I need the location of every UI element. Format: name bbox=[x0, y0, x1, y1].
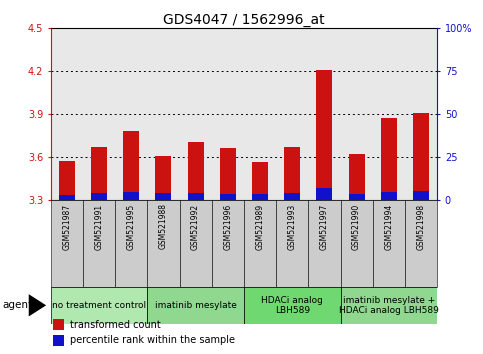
Bar bbox=[252, 194, 268, 200]
Bar bbox=[413, 113, 429, 200]
Bar bbox=[156, 156, 171, 200]
Text: HDACi analog
LBH589: HDACi analog LBH589 bbox=[261, 296, 323, 315]
Title: GDS4047 / 1562996_at: GDS4047 / 1562996_at bbox=[163, 13, 325, 27]
FancyBboxPatch shape bbox=[83, 200, 115, 287]
Bar bbox=[252, 162, 268, 200]
FancyBboxPatch shape bbox=[244, 287, 341, 324]
FancyBboxPatch shape bbox=[147, 287, 244, 324]
Text: GSM521996: GSM521996 bbox=[223, 204, 232, 250]
Bar bbox=[284, 147, 300, 200]
Bar bbox=[413, 191, 429, 200]
Bar bbox=[53, 335, 64, 346]
FancyBboxPatch shape bbox=[115, 200, 147, 287]
Text: GSM521994: GSM521994 bbox=[384, 204, 393, 250]
Text: GSM521997: GSM521997 bbox=[320, 204, 329, 250]
FancyBboxPatch shape bbox=[147, 200, 180, 287]
Text: transformed count: transformed count bbox=[70, 320, 161, 330]
FancyBboxPatch shape bbox=[308, 200, 341, 287]
Bar bbox=[59, 195, 75, 200]
Text: GSM521987: GSM521987 bbox=[62, 204, 71, 250]
Bar bbox=[220, 194, 236, 200]
Bar bbox=[91, 147, 107, 200]
Text: GSM521988: GSM521988 bbox=[159, 204, 168, 250]
FancyBboxPatch shape bbox=[51, 287, 147, 324]
FancyBboxPatch shape bbox=[51, 200, 83, 287]
FancyBboxPatch shape bbox=[212, 200, 244, 287]
Text: GSM521990: GSM521990 bbox=[352, 204, 361, 250]
Bar bbox=[59, 161, 75, 200]
Text: imatinib mesylate: imatinib mesylate bbox=[155, 301, 237, 310]
FancyBboxPatch shape bbox=[276, 200, 308, 287]
Text: no treatment control: no treatment control bbox=[52, 301, 146, 310]
Bar bbox=[156, 193, 171, 200]
FancyBboxPatch shape bbox=[244, 200, 276, 287]
Bar bbox=[349, 194, 365, 200]
Bar bbox=[316, 70, 332, 200]
Bar bbox=[53, 319, 64, 330]
Bar bbox=[123, 131, 139, 200]
Text: imatinib mesylate +
HDACi analog LBH589: imatinib mesylate + HDACi analog LBH589 bbox=[339, 296, 439, 315]
Text: GSM521989: GSM521989 bbox=[256, 204, 265, 250]
FancyBboxPatch shape bbox=[180, 200, 212, 287]
Text: GSM521991: GSM521991 bbox=[95, 204, 103, 250]
Bar bbox=[349, 154, 365, 200]
FancyBboxPatch shape bbox=[341, 287, 437, 324]
Bar bbox=[187, 142, 204, 200]
Text: agent: agent bbox=[2, 300, 32, 310]
Bar bbox=[316, 188, 332, 200]
Bar bbox=[187, 193, 204, 200]
Bar bbox=[91, 193, 107, 200]
FancyBboxPatch shape bbox=[373, 200, 405, 287]
Bar bbox=[123, 192, 139, 200]
Bar bbox=[220, 148, 236, 200]
FancyBboxPatch shape bbox=[341, 200, 373, 287]
Bar bbox=[381, 192, 397, 200]
Text: GSM521995: GSM521995 bbox=[127, 204, 136, 250]
Polygon shape bbox=[29, 294, 46, 316]
Text: percentile rank within the sample: percentile rank within the sample bbox=[70, 335, 235, 345]
Text: GSM521992: GSM521992 bbox=[191, 204, 200, 250]
Text: GSM521998: GSM521998 bbox=[416, 204, 426, 250]
Bar bbox=[381, 118, 397, 200]
Bar bbox=[284, 193, 300, 200]
FancyBboxPatch shape bbox=[405, 200, 437, 287]
Text: GSM521993: GSM521993 bbox=[288, 204, 297, 250]
